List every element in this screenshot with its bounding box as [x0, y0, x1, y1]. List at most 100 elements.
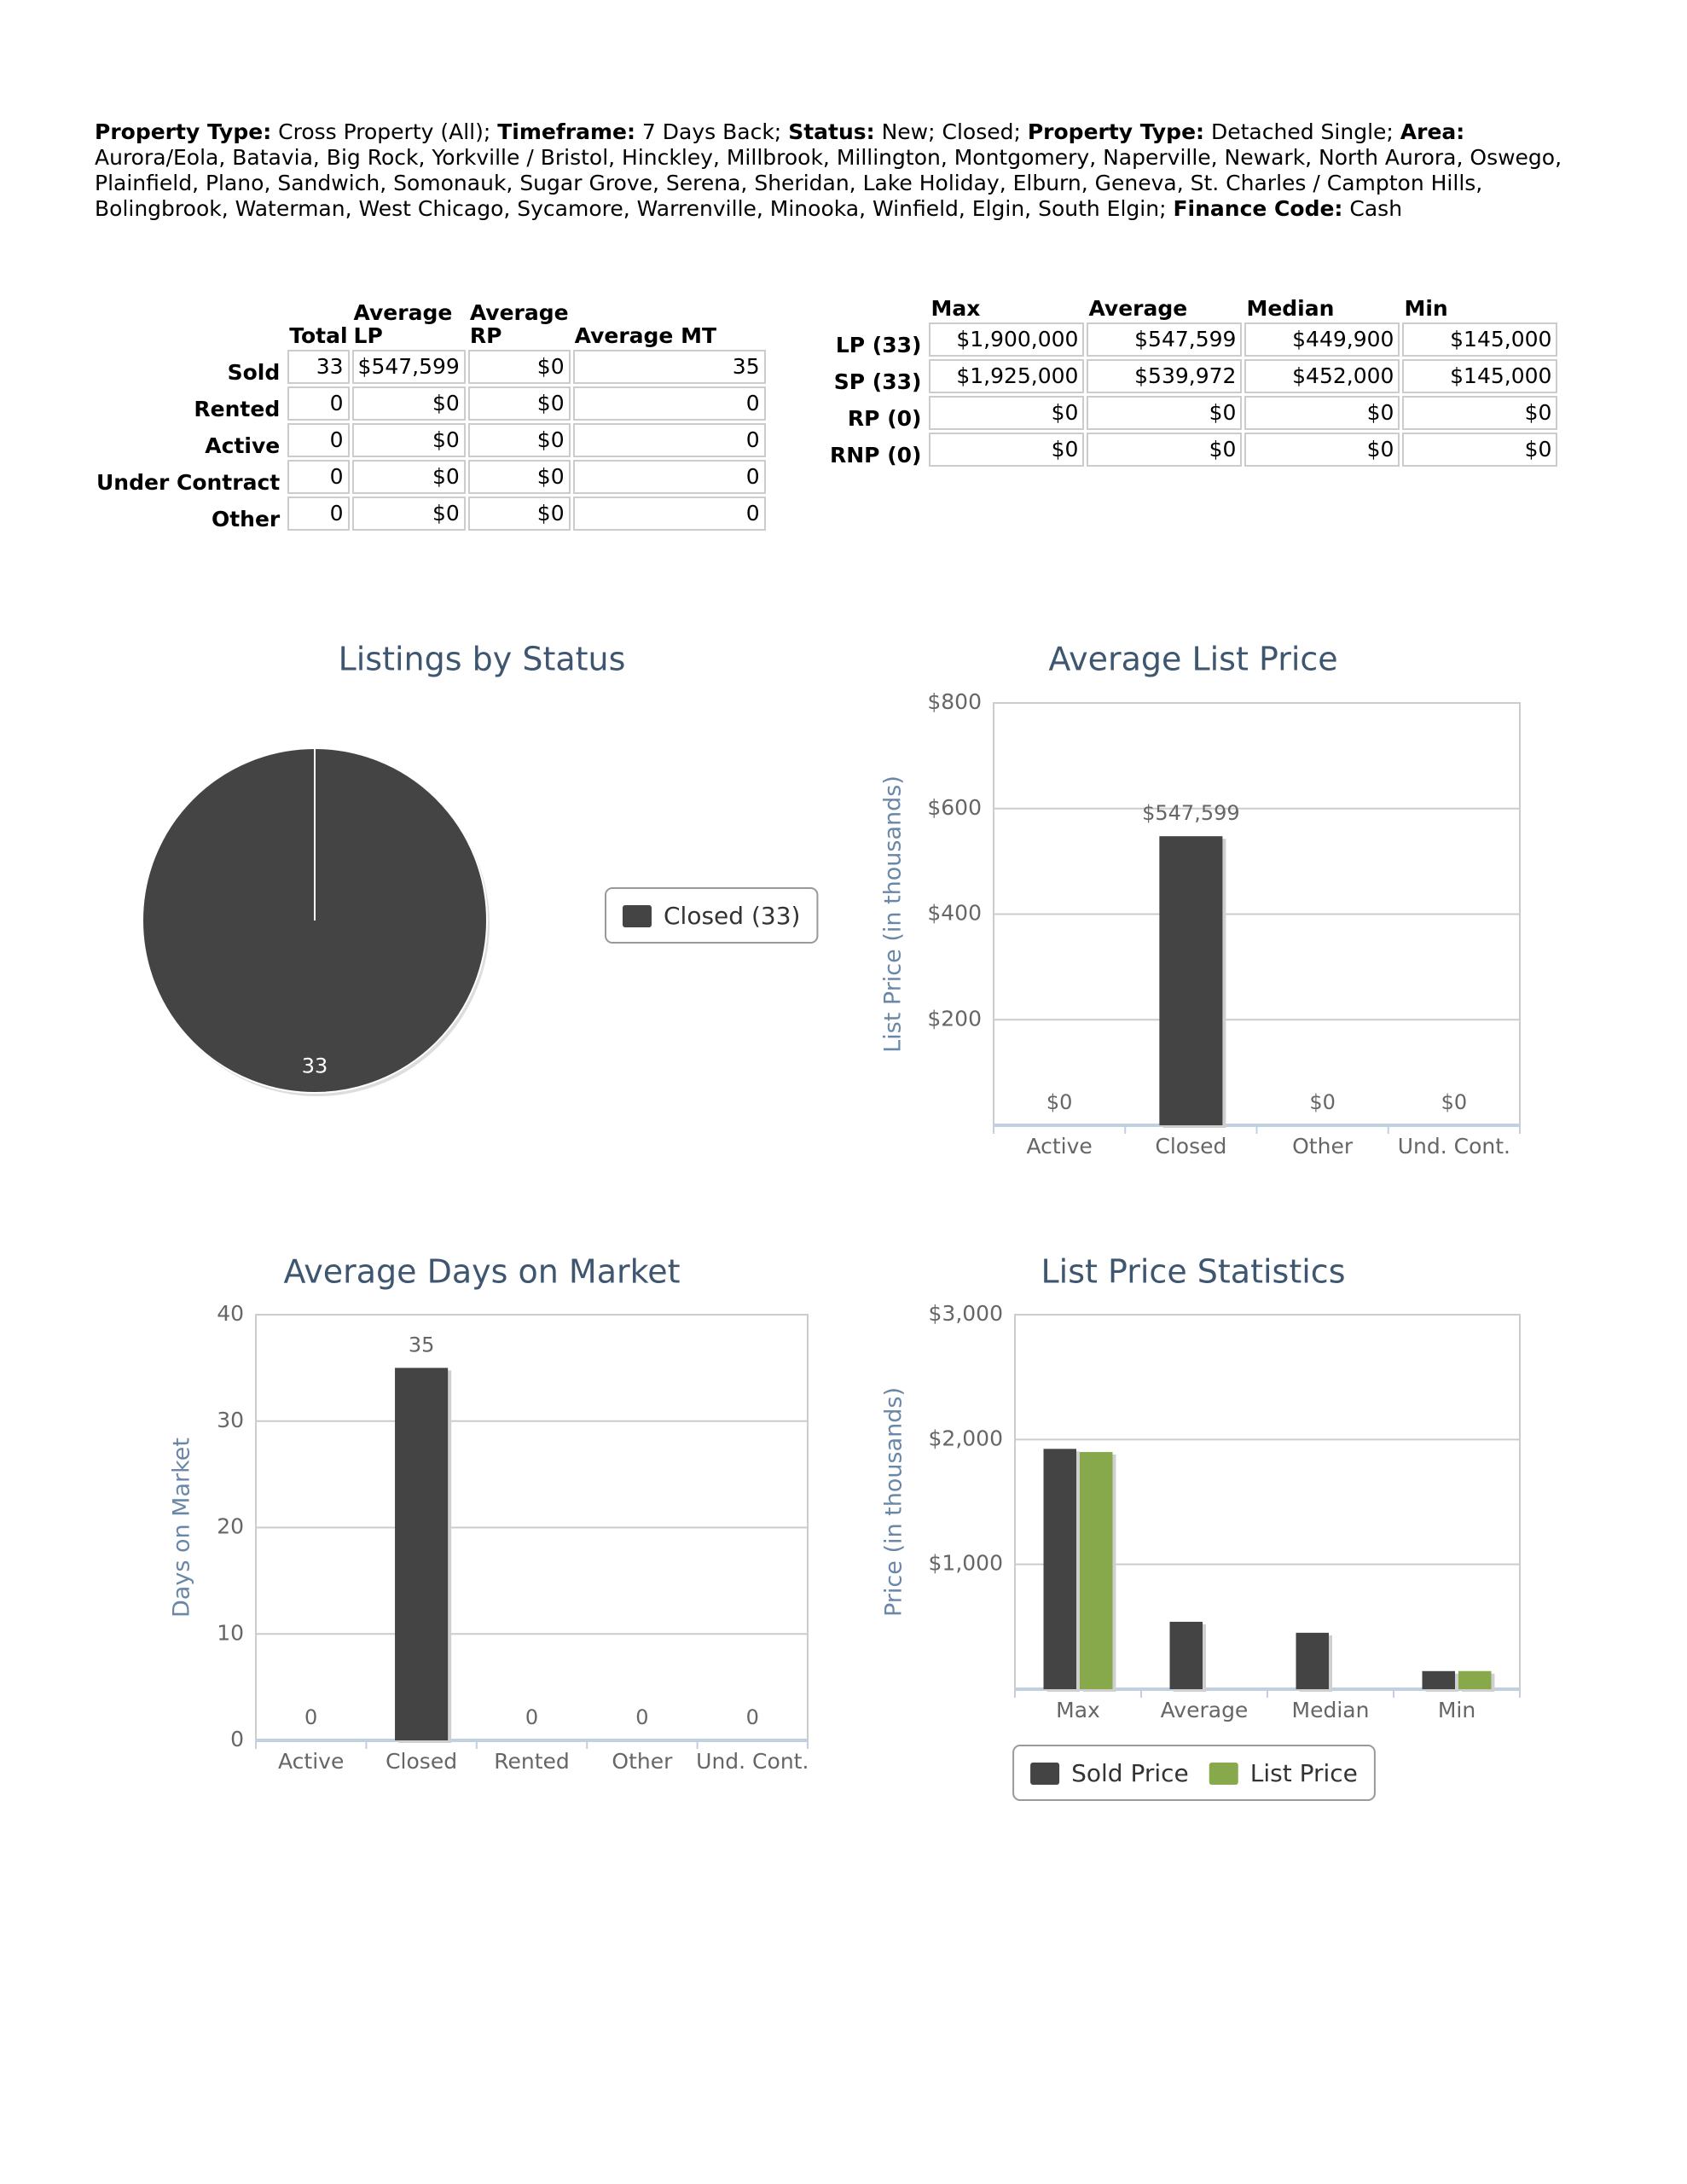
legend-frame	[605, 887, 819, 944]
chart-title: Listings by Status	[339, 641, 626, 678]
y-tick-label: $800	[927, 689, 982, 714]
table-cell: $0	[1244, 396, 1400, 430]
y-tick-label: 30	[217, 1408, 244, 1432]
status-table: Total Average LP Average RP Average MT Sold 3…	[92, 299, 768, 533]
y-tick-label: $2,000	[929, 1426, 1003, 1450]
table-row: SP (33) $1,925,000 $539,972 $452,000 $145,00…	[828, 359, 1558, 394]
table-cell: $0	[351, 497, 466, 531]
filter-value: 7 Days Back;	[641, 119, 782, 144]
chart-title: List Price Statistics	[1041, 1253, 1346, 1291]
column-header: Min	[1404, 296, 1448, 321]
bar	[1422, 1670, 1455, 1689]
table-cell: $0	[929, 396, 1085, 430]
table-cell: $0	[1402, 433, 1558, 467]
table-cell: $0	[467, 423, 571, 457]
y-tick-label: $3,000	[929, 1301, 1003, 1326]
table-cell: $0	[929, 433, 1085, 467]
table-cell: $1,925,000	[929, 359, 1085, 393]
x-tick-label: Closed	[386, 1749, 457, 1774]
y-tick-label: 0	[230, 1727, 244, 1751]
bar	[1458, 1670, 1492, 1689]
bar	[1169, 1621, 1203, 1689]
table-cell: $449,900	[1244, 322, 1400, 357]
y-tick-label: $1,000	[929, 1551, 1003, 1576]
table-cell: 0	[287, 497, 350, 531]
y-axis-label: Price (in thousands)	[881, 1387, 907, 1617]
filter-label: Property Type:	[1027, 119, 1205, 144]
price-table: Max Average Median Min LP (33) $1,900,000 $547…	[826, 294, 1560, 469]
table-cell: $0	[1402, 396, 1558, 430]
legend: Closed (33)	[605, 887, 819, 944]
table-cell: $145,000	[1402, 322, 1558, 357]
table-cell: $1,900,000	[929, 322, 1085, 357]
column-header: Max	[930, 296, 981, 321]
row-label: Other	[211, 507, 281, 531]
header-row: Max Average Median Min	[828, 297, 1557, 320]
bar	[1296, 1632, 1329, 1689]
table-cell: 0	[287, 386, 350, 421]
chart-title: Average List Price	[1048, 641, 1337, 678]
filter-label: Timeframe:	[497, 119, 635, 144]
filter-label: Finance Code:	[1173, 196, 1343, 221]
data-label: 35	[409, 1333, 435, 1356]
row-label: SP (33)	[833, 369, 922, 394]
data-label: 33	[302, 1054, 328, 1078]
table-cell: 0	[572, 423, 766, 457]
row-label: LP (33)	[835, 333, 922, 357]
bar	[395, 1368, 449, 1740]
table-cell: $0	[351, 460, 466, 494]
table-cell: 0	[287, 423, 350, 457]
row-label: Active	[205, 433, 281, 458]
legend-swatch	[623, 905, 652, 927]
data-label: 0	[635, 1705, 648, 1729]
bar	[1080, 1451, 1113, 1689]
data-label: $0	[1046, 1090, 1073, 1114]
table-cell: 0	[572, 460, 766, 494]
data-label: $547,599	[1142, 801, 1240, 825]
bar	[1159, 836, 1223, 1125]
table-cell: 0	[287, 460, 350, 494]
table-cell: $0	[467, 386, 571, 421]
filter-value: New; Closed;	[881, 119, 1021, 144]
filter-label: Property Type:	[95, 119, 272, 144]
table-cell: 0	[572, 386, 766, 421]
legend-swatch	[1209, 1763, 1238, 1785]
column-header: Median	[1246, 296, 1335, 321]
x-tick-label: Other	[612, 1749, 673, 1774]
table-row: RP (0) $0 $0 $0 $0	[828, 396, 1558, 431]
column-header: Average	[1088, 296, 1188, 321]
y-tick-label: 10	[217, 1620, 244, 1645]
table-cell: $0	[467, 460, 571, 494]
table-row: Under Contract 0 $0 $0 0	[95, 460, 766, 494]
x-tick-label: Other	[1292, 1134, 1354, 1159]
table-row: LP (33) $1,900,000 $547,599 $449,900 $145,00…	[828, 322, 1558, 357]
x-tick-label: Max	[1056, 1698, 1100, 1722]
x-tick-label: Median	[1292, 1698, 1370, 1722]
y-tick-label: 20	[217, 1514, 244, 1539]
table-row: Rented 0 $0 $0 0	[95, 386, 766, 421]
filter-value: Cash	[1349, 196, 1403, 221]
table-cell: $0	[1087, 396, 1243, 430]
table-cell: $0	[351, 386, 466, 421]
filter-label: Status:	[788, 119, 875, 144]
row-label: RP (0)	[847, 406, 922, 431]
data-label: 0	[525, 1705, 538, 1729]
x-tick-label: Rented	[494, 1749, 570, 1774]
legend-frame	[1012, 1745, 1376, 1801]
legend: Sold Price List Price	[1012, 1745, 1376, 1801]
legend-swatch	[1030, 1763, 1060, 1785]
table-row: Sold 33 $547,599 $0 35	[95, 350, 766, 384]
table-cell: $547,599	[1087, 322, 1243, 357]
x-tick-label: Average	[1161, 1698, 1249, 1722]
row-label: Sold	[227, 360, 281, 385]
filter-value: Aurora/Eola, Batavia, Big Rock, Yorkvill…	[95, 145, 1562, 221]
y-tick-label: 40	[217, 1301, 244, 1326]
table-row: Other 0 $0 $0 0	[95, 497, 766, 531]
data-label: 0	[304, 1705, 317, 1729]
table-cell: 35	[572, 350, 766, 384]
x-tick-label: Und. Cont.	[696, 1749, 809, 1774]
row-label: Under Contract	[96, 470, 281, 495]
table-cell: 33	[287, 350, 350, 384]
data-label: 0	[746, 1705, 759, 1729]
